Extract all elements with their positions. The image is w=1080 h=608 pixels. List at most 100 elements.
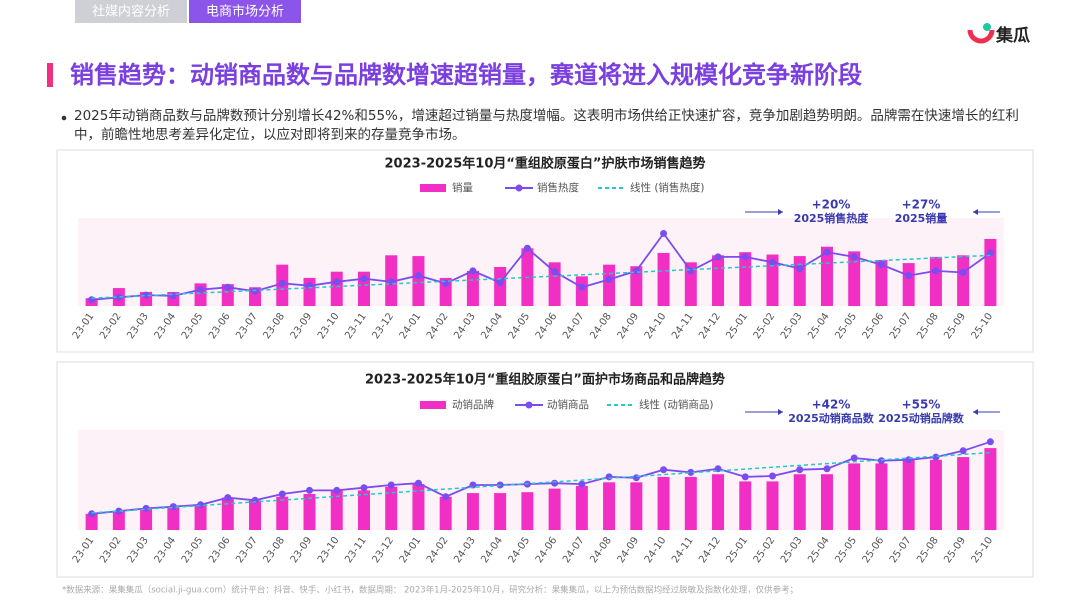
- bullet: 2025年动销商品数与品牌数预计分别增长42%和55%，增速超过销量与热度增幅。…: [74, 108, 1019, 143]
- bar: [766, 481, 779, 530]
- line-point: [414, 479, 422, 487]
- plot-area: [78, 218, 1004, 306]
- line-point: [605, 275, 613, 283]
- bar: [85, 513, 98, 530]
- line-point: [769, 258, 776, 266]
- bar: [439, 496, 452, 530]
- bar: [657, 252, 670, 306]
- annotation-change: +27%: [902, 198, 941, 212]
- line-point: [197, 501, 205, 509]
- annotation-label: 2025销售热度: [794, 211, 870, 225]
- line-point: [687, 468, 695, 476]
- bar: [167, 506, 180, 530]
- line-point: [823, 248, 831, 256]
- line-point: [877, 261, 885, 269]
- bar: [820, 246, 833, 306]
- line-point: [88, 510, 96, 518]
- line-point: [333, 278, 341, 286]
- bar: [902, 263, 915, 306]
- line-point: [578, 480, 586, 488]
- logo: 集瓜: [995, 25, 1030, 46]
- line-point: [115, 507, 123, 515]
- line-point: [88, 296, 96, 304]
- line-point: [278, 490, 286, 498]
- bar: [221, 497, 234, 530]
- bar: [466, 493, 479, 530]
- bar: [875, 259, 888, 306]
- bar: [875, 463, 888, 530]
- bar: [712, 255, 725, 306]
- line-point: [197, 286, 205, 294]
- bar: [276, 496, 289, 530]
- legend-swatch: [420, 401, 446, 409]
- line-point: [741, 473, 749, 481]
- line-point: [251, 287, 259, 295]
- line-point: [360, 275, 368, 283]
- tab-bg: [75, 0, 187, 23]
- annotation-change: +55%: [902, 398, 941, 412]
- bar: [793, 474, 806, 530]
- line-point: [850, 454, 858, 462]
- bar: [575, 276, 588, 306]
- legend-label: 销售热度: [537, 181, 579, 194]
- bar: [630, 482, 643, 530]
- bar: [902, 459, 915, 530]
- bar: [793, 256, 806, 306]
- line-point: [224, 494, 232, 502]
- bar: [984, 238, 997, 306]
- tab[interactable]: 社媒内容分析: [92, 4, 170, 20]
- bar: [603, 482, 616, 530]
- line-point: [169, 292, 177, 300]
- line-point: [414, 272, 422, 280]
- bar: [820, 474, 833, 530]
- bar: [848, 463, 861, 530]
- bar: [112, 511, 125, 530]
- bar: [630, 266, 643, 306]
- line-point: [905, 272, 913, 280]
- bar: [330, 490, 343, 530]
- line-point: [578, 283, 586, 291]
- bar: [412, 484, 425, 530]
- bar: [848, 251, 861, 306]
- tab[interactable]: 电商市场分析: [206, 4, 284, 20]
- line-point: [115, 293, 123, 301]
- line-point: [660, 466, 668, 474]
- legend-label: 动销品牌: [452, 398, 494, 411]
- line-point: [632, 267, 640, 275]
- bar: [357, 490, 370, 530]
- line-point: [877, 457, 885, 465]
- line-point: [142, 504, 150, 512]
- line-point: [387, 481, 395, 489]
- bar: [929, 256, 942, 306]
- annotation-label: 2025动销品牌数: [878, 411, 965, 425]
- bar: [140, 508, 153, 530]
- legend-label: 动销商品: [547, 398, 589, 411]
- legend-label: 线性 (销售热度): [630, 181, 705, 194]
- line-point: [714, 253, 722, 261]
- line-point: [496, 279, 504, 287]
- line-point: [306, 486, 313, 494]
- line-point: [932, 453, 940, 461]
- annotation-label: 2025动销商品数: [788, 411, 875, 425]
- bar: [330, 271, 343, 306]
- chart-title: 2023-2025年10月“重组胶原蛋白”护肤市场销售趋势: [385, 156, 706, 172]
- line: [91, 231, 991, 301]
- bar: [957, 255, 970, 306]
- line-point: [523, 244, 531, 252]
- bar: [494, 493, 507, 530]
- annotation-arrow: [778, 409, 783, 415]
- title-bar: [47, 63, 53, 87]
- legend-swatch: [420, 184, 446, 192]
- logo-icon: [983, 23, 991, 31]
- bar: [194, 505, 207, 530]
- bar: [957, 457, 970, 530]
- line-point: [796, 265, 804, 273]
- bar: [548, 488, 561, 530]
- bar: [766, 254, 779, 306]
- bullet-dot: [61, 115, 67, 121]
- bullet-text: 2025年动销商品数与品牌数预计分别增长42%和55%，增速超过销量与热度增幅。…: [74, 108, 1019, 143]
- bar: [603, 264, 616, 306]
- bar: [684, 476, 697, 530]
- page-title: 销售趋势：动销商品数与品牌数增速超销量，赛道将进入规模化竞争新阶段: [70, 61, 862, 89]
